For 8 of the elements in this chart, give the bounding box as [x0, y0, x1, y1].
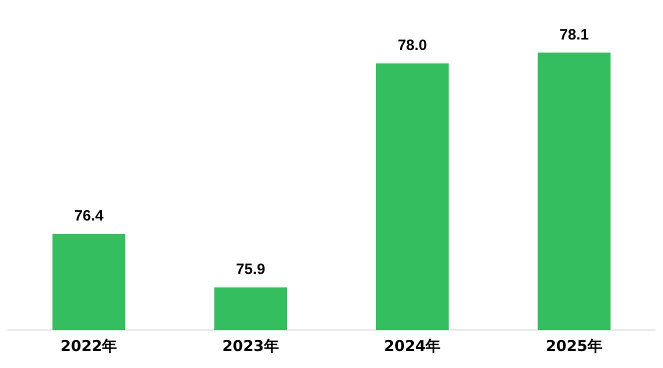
x-tick-label: 2023年 — [222, 336, 279, 355]
data-label: 76.4 — [74, 208, 104, 225]
data-label: 78.0 — [398, 36, 427, 54]
x-tick-label: 2025年 — [546, 336, 602, 355]
data-label: 75.9 — [236, 260, 266, 278]
x-tick-label: 2022年 — [60, 336, 118, 355]
data-label: 78.1 — [560, 26, 589, 44]
x-tick-label: 2024年 — [384, 336, 441, 355]
